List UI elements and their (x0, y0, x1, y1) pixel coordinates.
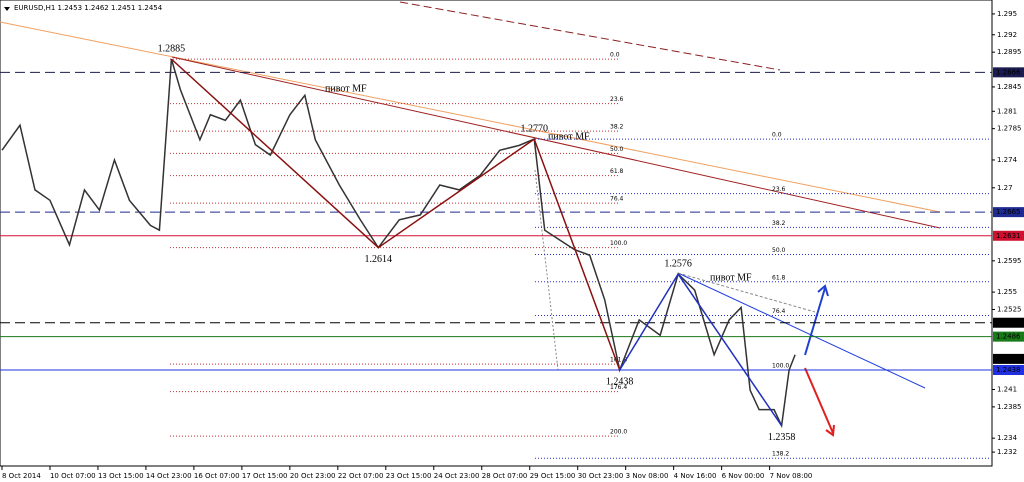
zigzag (677, 273, 783, 427)
pivot-label: 1.2438 (606, 376, 634, 387)
zigzag (170, 58, 379, 249)
x-tick-label: 23 Oct 15:00 (386, 472, 432, 480)
level-tag (993, 207, 1024, 218)
fib-label: 100.0 (610, 240, 627, 247)
level-label: 1.2438 (996, 366, 1021, 374)
annotation: пивот MF (548, 131, 590, 142)
pivot-label: 1.2770 (520, 123, 548, 134)
level-tag (993, 353, 1024, 364)
level-tag (993, 331, 1024, 342)
pivot-label: 1.2885 (158, 43, 186, 54)
fib-label: 138.2 (772, 451, 789, 458)
y-tick-label: 1.2525 (997, 306, 1022, 314)
trend-lines (0, 1, 941, 389)
pivot-label: 1.2614 (365, 254, 393, 265)
fib-label: 23.6 (772, 186, 786, 193)
chart-title: EURUSD,H1 1.2453 1.2462 1.2451 1.2454 (14, 4, 163, 12)
price-line (1, 58, 796, 429)
y-tick-label: 1.241 (997, 385, 1017, 393)
level-label: 1.2486 (996, 333, 1021, 341)
y-tick-label: 1.234 (997, 434, 1018, 442)
fib-label: 61.8 (772, 274, 786, 281)
x-tick-label: 29 Oct 15:00 (530, 472, 576, 480)
y-tick-label: 1.27 (997, 184, 1013, 192)
x-tick-label: 20 Oct 23:00 (290, 472, 336, 480)
y-tick-label: 1.2595 (997, 257, 1022, 265)
pivot-label: 1.2358 (768, 432, 796, 443)
fib-label: 38.2 (772, 220, 786, 227)
zigzag (619, 273, 679, 371)
x-tick-label: 22 Oct 07:00 (338, 472, 384, 480)
fib-label: 200.0 (610, 429, 627, 436)
x-tick-label: 16 Oct 07:00 (194, 472, 240, 480)
y-tick-label: 1.295 (997, 10, 1017, 18)
level-label: 1.2665 (996, 208, 1021, 216)
level-label: 1.2506 (996, 319, 1021, 327)
x-tick-label: 7 Nov 08:00 (770, 472, 813, 480)
zigzag (377, 138, 535, 249)
zigzag (533, 138, 621, 371)
annotation: пивот MF (325, 83, 367, 94)
fib-label: 50.0 (610, 146, 624, 153)
y-tick-label: 1.255 (997, 288, 1017, 296)
y-tick-label: 1.2785 (997, 125, 1022, 133)
fib-label: 176.4 (610, 384, 627, 391)
level-label: 1.2454 (996, 355, 1021, 363)
level-label: 1.2866 (996, 68, 1021, 76)
fib-label: 0.0 (610, 52, 620, 59)
plot-frame (0, 0, 993, 467)
y-tick-label: 1.2845 (997, 83, 1022, 91)
fib-label: 100.0 (772, 363, 789, 370)
fib-label: 61.8 (610, 168, 624, 175)
pivot-label: 1.2576 (664, 258, 692, 269)
x-tick-label: 30 Oct 23:00 (578, 472, 624, 480)
level-tag (993, 230, 1024, 241)
level-label: 1.2631 (996, 232, 1021, 240)
x-tick-label: 24 Oct 23:00 (434, 472, 480, 480)
fib-label: 161.8 (610, 357, 627, 364)
arrows (804, 284, 835, 437)
y-tick-label: 1.232 (997, 448, 1017, 456)
annotation: пивот MF (710, 272, 752, 283)
x-tick-label: 14 Oct 23:00 (146, 472, 192, 480)
y-tick-label: 1.274 (997, 156, 1018, 164)
y-tick-label: 1.2385 (997, 403, 1022, 411)
x-tick-label: 10 Oct 07:00 (50, 472, 96, 480)
fib-label: 38.2 (610, 124, 624, 131)
y-tick-label: 1.292 (997, 31, 1017, 39)
x-tick-label: 8 Oct 2014 (2, 472, 41, 480)
menu-triangle[interactable] (4, 7, 10, 11)
x-tick-label: 28 Oct 07:00 (482, 472, 528, 480)
fib-label: 23.6 (610, 96, 624, 103)
level-tag (993, 365, 1024, 376)
fib-label: 0.0 (772, 132, 782, 139)
x-tick-label: 17 Oct 15:00 (242, 472, 288, 480)
x-tick-label: 6 Nov 00:00 (722, 472, 765, 480)
y-tick-label: 1.2895 (997, 48, 1022, 56)
x-tick-label: 13 Oct 15:00 (98, 472, 144, 480)
x-tick-label: 3 Nov 08:00 (626, 472, 669, 480)
level-tag (993, 317, 1024, 328)
fib-label: 76.4 (772, 308, 786, 315)
fib-label: 50.0 (772, 247, 786, 254)
x-tick-label: 4 Nov 16:00 (674, 472, 717, 480)
fib-label: 76.4 (610, 196, 624, 203)
level-tag (993, 67, 1024, 78)
y-tick-label: 1.281 (997, 107, 1017, 115)
